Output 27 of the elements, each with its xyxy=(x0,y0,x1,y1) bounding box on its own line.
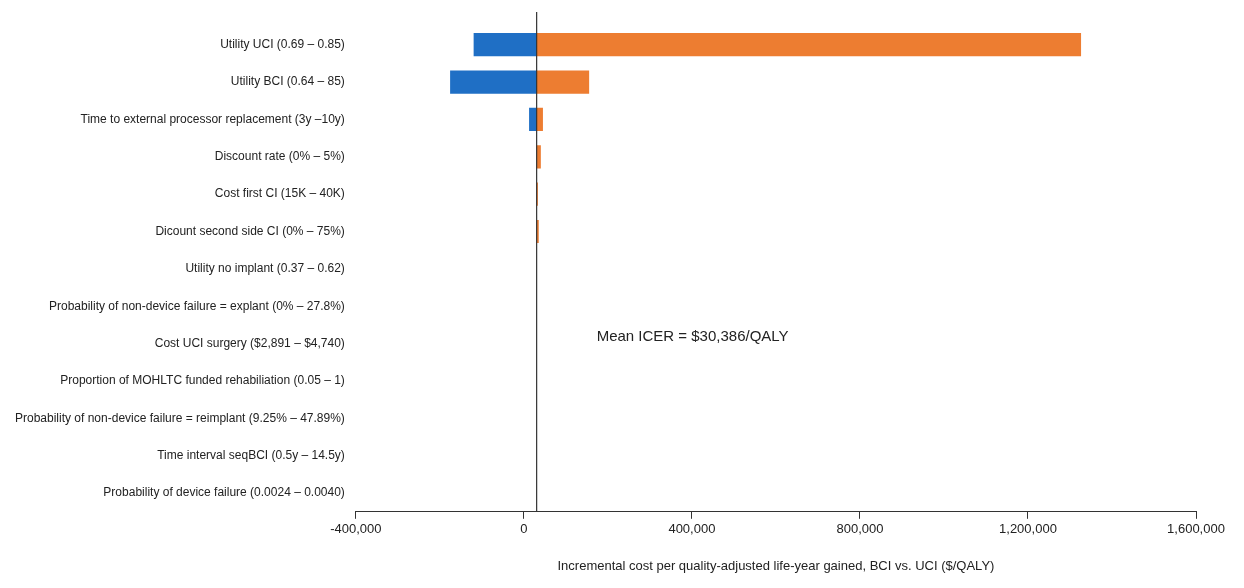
y-tick-label: Dicount second side CI (0% – 75%) xyxy=(155,223,345,238)
bar xyxy=(536,107,543,132)
x-axis-title: Incremental cost per quality-adjusted life-year gained, BCI vs. UCI ($/QALY) xyxy=(557,557,995,573)
ref-line-label: Mean ICER = $30,386/QALY xyxy=(596,327,789,345)
y-tick-label: Probability of non-device failure = explant (0% – 27.8%) xyxy=(49,298,345,313)
y-tick-label: Time to external processor replacement (3y –10y) xyxy=(80,111,345,126)
x-tick-label: 800,000 xyxy=(836,521,884,537)
x-tick-label: 1,600,000 xyxy=(1167,521,1225,537)
x-tick-label: 1,200,000 xyxy=(999,521,1057,537)
bar xyxy=(536,33,1082,57)
y-tick-label: Probability of non-device failure = reimplant (9.25% – 47.89%) xyxy=(14,410,345,425)
x-tick-label: 400,000 xyxy=(668,521,716,537)
bar xyxy=(473,33,537,57)
y-tick-label: Cost UCI surgery ($2,891 – $4,740) xyxy=(154,335,345,350)
bar xyxy=(536,70,590,94)
bar xyxy=(450,70,537,94)
bar xyxy=(536,145,541,169)
x-tick-label: -400,000 xyxy=(330,521,382,537)
y-tick-label: Probability of device failure (0.0024 – 0.0040) xyxy=(103,485,345,500)
y-tick-label: Proportion of MOHLTC funded rehabiliation (0.05 – 1) xyxy=(60,373,345,388)
y-tick-label: Utility BCI (0.64 – 85) xyxy=(230,74,345,89)
y-tick-label: Discount rate (0% – 5%) xyxy=(214,149,345,164)
y-tick-label: Time interval seqBCI (0.5y – 14.5y) xyxy=(157,448,345,463)
y-tick-label: Utility UCI (0.69 – 0.85) xyxy=(220,37,345,51)
y-tick-label: Utility no implant (0.37 – 0.62) xyxy=(185,261,345,276)
x-tick-label: 0 xyxy=(520,521,528,537)
y-tick-label: Cost first CI (15K – 40K) xyxy=(214,186,345,201)
